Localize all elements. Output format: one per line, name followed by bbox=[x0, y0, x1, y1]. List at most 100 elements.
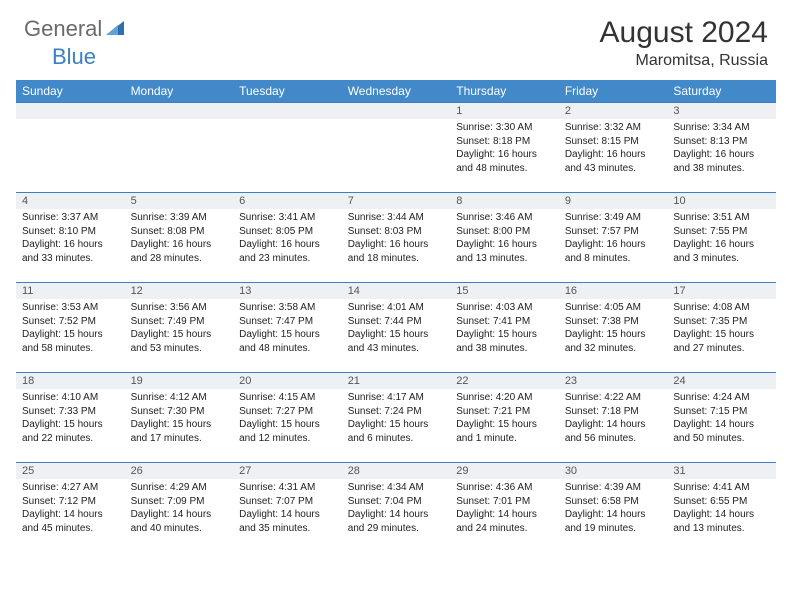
day-cell: 14Sunrise: 4:01 AMSunset: 7:44 PMDayligh… bbox=[342, 283, 451, 373]
day-number: 17 bbox=[667, 283, 776, 299]
day-header-saturday: Saturday bbox=[667, 80, 776, 103]
day-detail: Sunrise: 4:12 AMSunset: 7:30 PMDaylight:… bbox=[125, 389, 234, 449]
day-number: 19 bbox=[125, 373, 234, 389]
week-row: 11Sunrise: 3:53 AMSunset: 7:52 PMDayligh… bbox=[16, 283, 776, 373]
day-cell: 2Sunrise: 3:32 AMSunset: 8:15 PMDaylight… bbox=[559, 103, 668, 193]
day-number: 4 bbox=[16, 193, 125, 209]
day-number: 26 bbox=[125, 463, 234, 479]
day-detail: Sunrise: 4:15 AMSunset: 7:27 PMDaylight:… bbox=[233, 389, 342, 449]
day-cell: 27Sunrise: 4:31 AMSunset: 7:07 PMDayligh… bbox=[233, 463, 342, 553]
day-number: 24 bbox=[667, 373, 776, 389]
day-number: 23 bbox=[559, 373, 668, 389]
title-block: August 2024 Maromitsa, Russia bbox=[600, 16, 768, 70]
week-row: 4Sunrise: 3:37 AMSunset: 8:10 PMDaylight… bbox=[16, 193, 776, 283]
empty-cell bbox=[125, 103, 234, 193]
day-detail: Sunrise: 3:44 AMSunset: 8:03 PMDaylight:… bbox=[342, 209, 451, 269]
day-detail: Sunrise: 4:27 AMSunset: 7:12 PMDaylight:… bbox=[16, 479, 125, 539]
day-detail: Sunrise: 3:49 AMSunset: 7:57 PMDaylight:… bbox=[559, 209, 668, 269]
day-detail: Sunrise: 4:01 AMSunset: 7:44 PMDaylight:… bbox=[342, 299, 451, 359]
day-cell: 3Sunrise: 3:34 AMSunset: 8:13 PMDaylight… bbox=[667, 103, 776, 193]
day-cell: 5Sunrise: 3:39 AMSunset: 8:08 PMDaylight… bbox=[125, 193, 234, 283]
day-number: 6 bbox=[233, 193, 342, 209]
month-title: August 2024 bbox=[600, 16, 768, 50]
day-number: 11 bbox=[16, 283, 125, 299]
day-cell: 18Sunrise: 4:10 AMSunset: 7:33 PMDayligh… bbox=[16, 373, 125, 463]
day-detail: Sunrise: 4:20 AMSunset: 7:21 PMDaylight:… bbox=[450, 389, 559, 449]
day-number: 22 bbox=[450, 373, 559, 389]
day-number: 31 bbox=[667, 463, 776, 479]
day-cell: 13Sunrise: 3:58 AMSunset: 7:47 PMDayligh… bbox=[233, 283, 342, 373]
day-detail: Sunrise: 3:41 AMSunset: 8:05 PMDaylight:… bbox=[233, 209, 342, 269]
day-number: 3 bbox=[667, 103, 776, 119]
day-header-friday: Friday bbox=[559, 80, 668, 103]
day-header-wednesday: Wednesday bbox=[342, 80, 451, 103]
day-detail: Sunrise: 3:51 AMSunset: 7:55 PMDaylight:… bbox=[667, 209, 776, 269]
day-cell: 15Sunrise: 4:03 AMSunset: 7:41 PMDayligh… bbox=[450, 283, 559, 373]
day-cell: 17Sunrise: 4:08 AMSunset: 7:35 PMDayligh… bbox=[667, 283, 776, 373]
day-detail: Sunrise: 3:30 AMSunset: 8:18 PMDaylight:… bbox=[450, 119, 559, 179]
day-detail: Sunrise: 4:08 AMSunset: 7:35 PMDaylight:… bbox=[667, 299, 776, 359]
day-detail: Sunrise: 4:22 AMSunset: 7:18 PMDaylight:… bbox=[559, 389, 668, 449]
day-detail: Sunrise: 4:24 AMSunset: 7:15 PMDaylight:… bbox=[667, 389, 776, 449]
day-number: 29 bbox=[450, 463, 559, 479]
day-detail: Sunrise: 4:10 AMSunset: 7:33 PMDaylight:… bbox=[16, 389, 125, 449]
day-number: 21 bbox=[342, 373, 451, 389]
flag-icon bbox=[104, 17, 126, 42]
day-detail: Sunrise: 3:46 AMSunset: 8:00 PMDaylight:… bbox=[450, 209, 559, 269]
day-cell: 25Sunrise: 4:27 AMSunset: 7:12 PMDayligh… bbox=[16, 463, 125, 553]
day-cell: 20Sunrise: 4:15 AMSunset: 7:27 PMDayligh… bbox=[233, 373, 342, 463]
day-detail: Sunrise: 4:05 AMSunset: 7:38 PMDaylight:… bbox=[559, 299, 668, 359]
day-cell: 28Sunrise: 4:34 AMSunset: 7:04 PMDayligh… bbox=[342, 463, 451, 553]
day-detail: Sunrise: 4:41 AMSunset: 6:55 PMDaylight:… bbox=[667, 479, 776, 539]
day-number: 16 bbox=[559, 283, 668, 299]
day-number: 18 bbox=[16, 373, 125, 389]
day-number: 13 bbox=[233, 283, 342, 299]
day-number: 1 bbox=[450, 103, 559, 119]
day-cell: 21Sunrise: 4:17 AMSunset: 7:24 PMDayligh… bbox=[342, 373, 451, 463]
location: Maromitsa, Russia bbox=[600, 52, 768, 70]
day-cell: 19Sunrise: 4:12 AMSunset: 7:30 PMDayligh… bbox=[125, 373, 234, 463]
day-number: 2 bbox=[559, 103, 668, 119]
day-number: 28 bbox=[342, 463, 451, 479]
week-row: 25Sunrise: 4:27 AMSunset: 7:12 PMDayligh… bbox=[16, 463, 776, 553]
day-number: 10 bbox=[667, 193, 776, 209]
day-detail: Sunrise: 3:39 AMSunset: 8:08 PMDaylight:… bbox=[125, 209, 234, 269]
day-detail: Sunrise: 4:39 AMSunset: 6:58 PMDaylight:… bbox=[559, 479, 668, 539]
day-cell: 23Sunrise: 4:22 AMSunset: 7:18 PMDayligh… bbox=[559, 373, 668, 463]
day-cell: 4Sunrise: 3:37 AMSunset: 8:10 PMDaylight… bbox=[16, 193, 125, 283]
day-cell: 29Sunrise: 4:36 AMSunset: 7:01 PMDayligh… bbox=[450, 463, 559, 553]
day-detail: Sunrise: 4:17 AMSunset: 7:24 PMDaylight:… bbox=[342, 389, 451, 449]
day-cell: 12Sunrise: 3:56 AMSunset: 7:49 PMDayligh… bbox=[125, 283, 234, 373]
day-detail: Sunrise: 3:32 AMSunset: 8:15 PMDaylight:… bbox=[559, 119, 668, 179]
day-cell: 30Sunrise: 4:39 AMSunset: 6:58 PMDayligh… bbox=[559, 463, 668, 553]
day-header-row: SundayMondayTuesdayWednesdayThursdayFrid… bbox=[16, 80, 776, 103]
day-number: 15 bbox=[450, 283, 559, 299]
header: General August 2024 Maromitsa, Russia bbox=[0, 0, 792, 76]
day-detail: Sunrise: 4:34 AMSunset: 7:04 PMDaylight:… bbox=[342, 479, 451, 539]
day-cell: 6Sunrise: 3:41 AMSunset: 8:05 PMDaylight… bbox=[233, 193, 342, 283]
day-cell: 26Sunrise: 4:29 AMSunset: 7:09 PMDayligh… bbox=[125, 463, 234, 553]
day-cell: 1Sunrise: 3:30 AMSunset: 8:18 PMDaylight… bbox=[450, 103, 559, 193]
day-header-thursday: Thursday bbox=[450, 80, 559, 103]
day-cell: 31Sunrise: 4:41 AMSunset: 6:55 PMDayligh… bbox=[667, 463, 776, 553]
day-cell: 7Sunrise: 3:44 AMSunset: 8:03 PMDaylight… bbox=[342, 193, 451, 283]
day-number: 27 bbox=[233, 463, 342, 479]
day-header-sunday: Sunday bbox=[16, 80, 125, 103]
logo-blue-wrap: Blue bbox=[24, 44, 96, 70]
day-number: 8 bbox=[450, 193, 559, 209]
day-number: 20 bbox=[233, 373, 342, 389]
day-cell: 24Sunrise: 4:24 AMSunset: 7:15 PMDayligh… bbox=[667, 373, 776, 463]
calendar-table: SundayMondayTuesdayWednesdayThursdayFrid… bbox=[16, 80, 776, 553]
day-detail: Sunrise: 3:34 AMSunset: 8:13 PMDaylight:… bbox=[667, 119, 776, 179]
logo: General bbox=[24, 16, 128, 42]
day-detail: Sunrise: 4:29 AMSunset: 7:09 PMDaylight:… bbox=[125, 479, 234, 539]
day-detail: Sunrise: 4:31 AMSunset: 7:07 PMDaylight:… bbox=[233, 479, 342, 539]
day-header-monday: Monday bbox=[125, 80, 234, 103]
week-row: 1Sunrise: 3:30 AMSunset: 8:18 PMDaylight… bbox=[16, 103, 776, 193]
day-cell: 22Sunrise: 4:20 AMSunset: 7:21 PMDayligh… bbox=[450, 373, 559, 463]
day-detail: Sunrise: 3:37 AMSunset: 8:10 PMDaylight:… bbox=[16, 209, 125, 269]
day-number: 12 bbox=[125, 283, 234, 299]
day-detail: Sunrise: 3:56 AMSunset: 7:49 PMDaylight:… bbox=[125, 299, 234, 359]
day-cell: 11Sunrise: 3:53 AMSunset: 7:52 PMDayligh… bbox=[16, 283, 125, 373]
day-header-tuesday: Tuesday bbox=[233, 80, 342, 103]
